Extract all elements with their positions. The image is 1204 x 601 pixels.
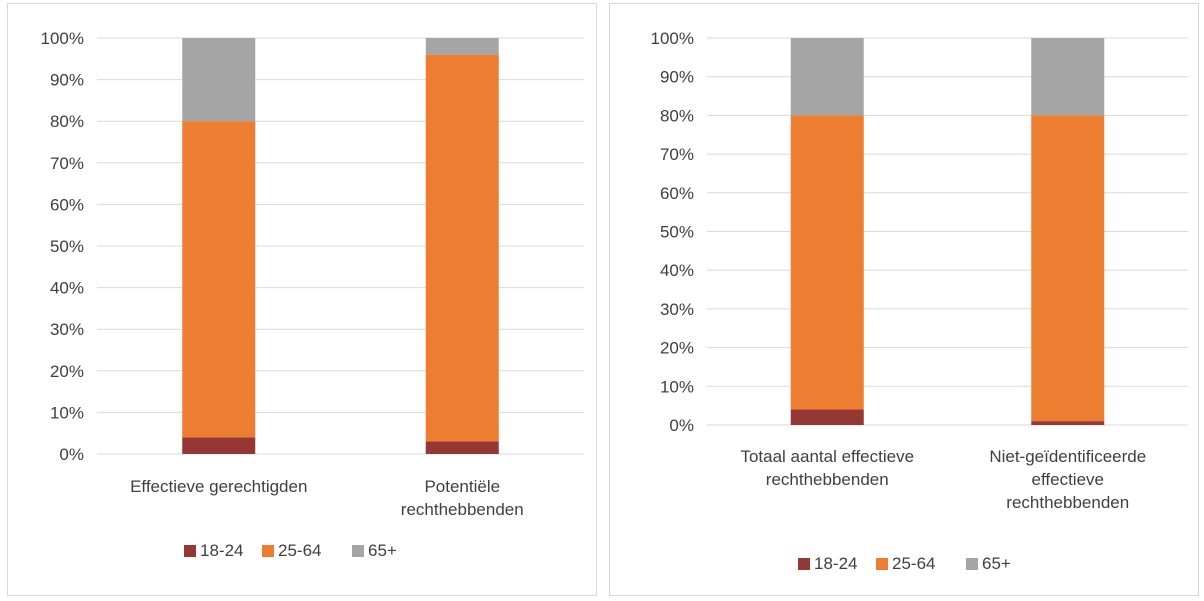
y-tick-label: 70%	[660, 145, 694, 164]
bar-segment-25-64	[182, 121, 256, 438]
legend: 18-24 25-64 65+	[184, 541, 397, 560]
y-tick-label: 30%	[50, 320, 84, 339]
legend-swatch	[352, 545, 364, 557]
y-tick-label: 0%	[59, 445, 84, 464]
x-category-label: Potentiële rechthebbenden	[401, 477, 524, 519]
legend-label: 18-24	[814, 554, 857, 573]
legend-label: 18-24	[200, 541, 243, 560]
y-axis-ticks: 0% 10% 20% 30% 40% 50% 60% 70% 80% 90% 100%	[651, 29, 694, 435]
y-tick-label: 80%	[660, 106, 694, 125]
legend-label: 65+	[368, 541, 397, 560]
x-category-label: Totaal aantal effectieve rechthebbenden	[740, 447, 914, 489]
y-tick-label: 90%	[660, 68, 694, 87]
bar-segment-65plus	[425, 38, 499, 55]
y-gridlines	[707, 37, 1188, 426]
y-gridlines	[97, 37, 584, 455]
y-tick-label: 40%	[50, 279, 84, 298]
chart-panel-effectieve-vs-potentiele: 0% 10% 20% 30% 40% 50% 60% 70% 80% 90% 100% Effecti…	[7, 3, 597, 596]
y-tick-label: 60%	[50, 195, 84, 214]
legend-item: 65+	[352, 541, 397, 560]
chart-panel-totaal-vs-niet-geidentificeerd: 0% 10% 20% 30% 40% 50% 60% 70% 80% 90% 100% Totaal …	[609, 3, 1199, 596]
y-tick-label: 80%	[50, 112, 84, 131]
legend-swatch	[184, 545, 196, 557]
y-tick-label: 40%	[660, 261, 694, 280]
y-tick-label: 0%	[669, 416, 694, 435]
y-axis-ticks: 0% 10% 20% 30% 40% 50% 60% 70% 80% 90% 100%	[41, 29, 84, 464]
bar-segment-65plus	[1031, 38, 1105, 116]
legend-label: 65+	[982, 554, 1011, 573]
bar-segment-25-64	[790, 115, 864, 410]
bar-segment-25-64	[1031, 115, 1105, 422]
bar-segment-65plus	[790, 38, 864, 116]
legend-swatch	[798, 558, 810, 570]
legend-item: 25-64	[262, 541, 321, 560]
y-tick-label: 70%	[50, 154, 84, 173]
bar-segment-18-24	[182, 437, 256, 454]
legend-swatch	[876, 558, 888, 570]
legend-item: 65+	[966, 554, 1011, 573]
legend-label: 25-64	[892, 554, 935, 573]
y-tick-label: 90%	[50, 71, 84, 90]
bar-segment-18-24	[790, 409, 864, 425]
y-tick-label: 50%	[50, 237, 84, 256]
legend-item: 18-24	[184, 541, 243, 560]
y-tick-label: 20%	[660, 339, 694, 358]
legend: 18-24 25-64 65+	[798, 554, 1011, 573]
bar-segment-18-24	[425, 441, 499, 454]
bar-segment-65plus	[182, 38, 256, 122]
bars	[182, 38, 499, 454]
stacked-bar-chart-right: 0% 10% 20% 30% 40% 50% 60% 70% 80% 90% 100% Totaal …	[651, 29, 1188, 573]
legend-swatch	[966, 558, 978, 570]
y-tick-label: 20%	[50, 362, 84, 381]
legend-label: 25-64	[278, 541, 321, 560]
legend-swatch	[262, 545, 274, 557]
x-category-label: Effectieve gerechtigden	[130, 477, 307, 496]
y-tick-label: 100%	[41, 29, 84, 48]
y-tick-label: 100%	[651, 29, 694, 48]
x-category-label: Niet-geïdentificeerde effectieve rechthebb…	[989, 447, 1146, 512]
legend-item: 25-64	[876, 554, 935, 573]
y-tick-label: 50%	[660, 223, 694, 242]
y-tick-label: 30%	[660, 300, 694, 319]
bar-segment-25-64	[425, 54, 499, 442]
bars	[790, 38, 1105, 425]
y-tick-label: 10%	[50, 403, 84, 422]
y-tick-label: 60%	[660, 184, 694, 203]
stacked-bar-chart-left: 0% 10% 20% 30% 40% 50% 60% 70% 80% 90% 100% Effecti…	[41, 29, 584, 560]
bar-segment-18-24	[1031, 421, 1105, 425]
y-tick-label: 10%	[660, 377, 694, 396]
legend-item: 18-24	[798, 554, 857, 573]
